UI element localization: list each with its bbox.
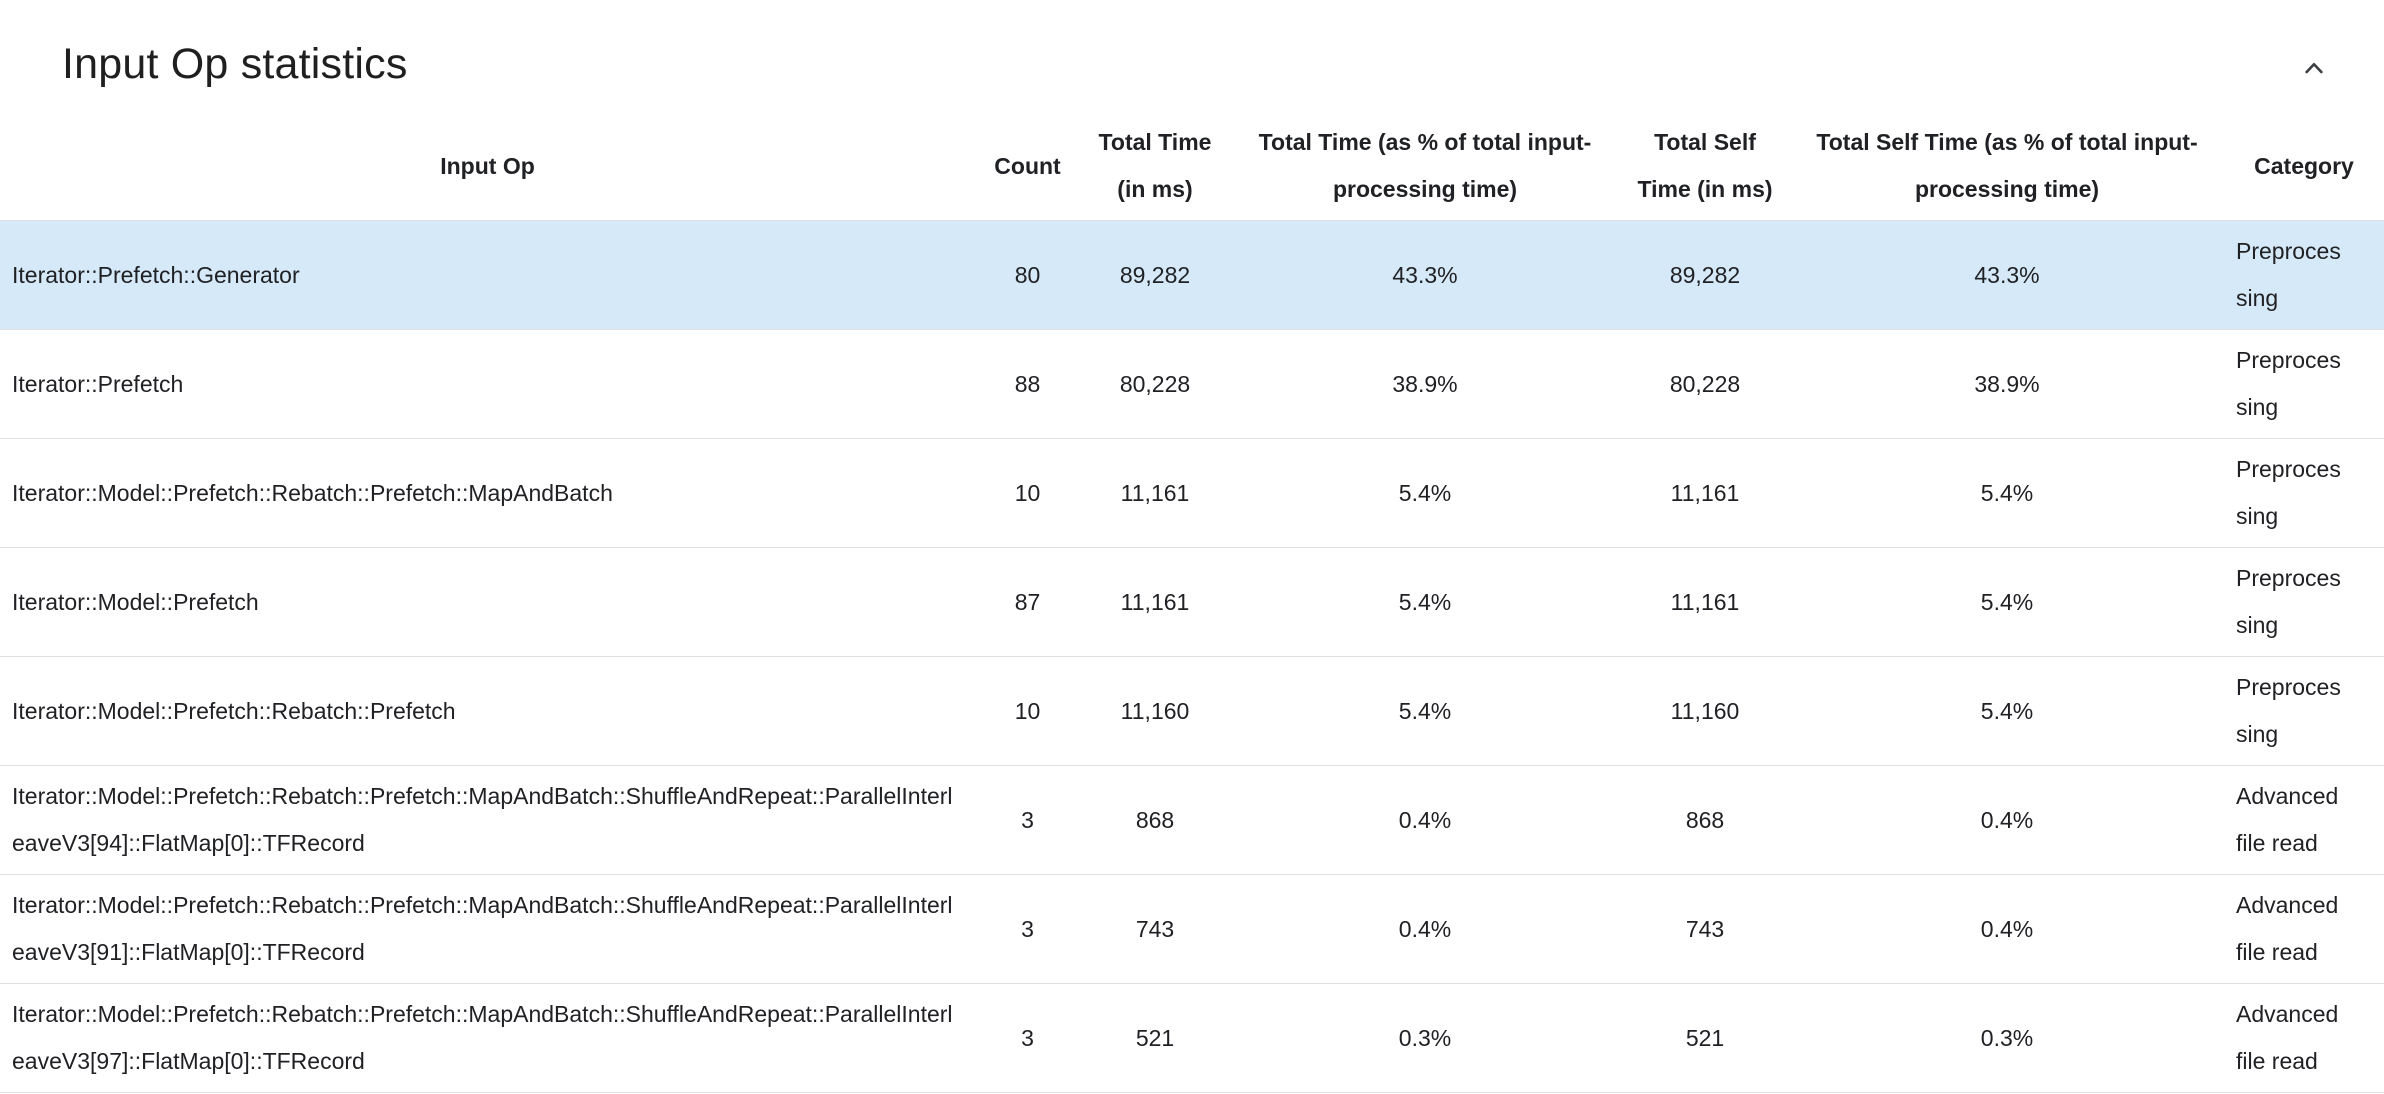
cell-count[interactable]: 10	[975, 656, 1080, 766]
table-row[interactable]: Iterator::Model::Prefetch::Rebatch::Pref…	[0, 983, 2384, 1093]
cell-total-time-pct[interactable]: 5.4%	[1230, 656, 1620, 766]
cell-input-op[interactable]: Iterator::Model::Prefetch::Rebatch::Pref…	[0, 438, 975, 548]
cell-count[interactable]: 3	[975, 983, 1080, 1093]
cell-total-time-pct[interactable]: 5.4%	[1230, 547, 1620, 657]
table-row[interactable]: Iterator::Model::Prefetch::Rebatch::Pref…	[0, 765, 2384, 875]
cell-input-op[interactable]: Iterator::Model::Prefetch::Rebatch::Pref…	[0, 656, 975, 766]
input-op-statistics-table: Input Op Count Total Time (in ms) Total …	[0, 112, 2384, 1093]
cell-total-time-pct[interactable]: 5.4%	[1230, 438, 1620, 548]
cell-total-self-time[interactable]: 80,228	[1620, 329, 1790, 439]
cell-total-time-pct[interactable]: 43.3%	[1230, 220, 1620, 330]
cell-input-op[interactable]: Iterator::Model::Prefetch	[0, 547, 975, 657]
cell-total-time[interactable]: 521	[1080, 983, 1230, 1093]
cell-count[interactable]: 10	[975, 438, 1080, 548]
col-header-total-self-time-pct[interactable]: Total Self Time (as % of total input-pro…	[1816, 129, 2198, 202]
cell-total-self-time-pct[interactable]: 0.3%	[1790, 983, 2224, 1093]
cell-total-time-pct[interactable]: 0.3%	[1230, 983, 1620, 1093]
cell-total-self-time-pct[interactable]: 5.4%	[1790, 656, 2224, 766]
cell-total-time[interactable]: 11,161	[1080, 547, 1230, 657]
cell-category[interactable]: Advanced file read	[2224, 874, 2384, 984]
cell-total-time[interactable]: 80,228	[1080, 329, 1230, 439]
cell-total-time[interactable]: 743	[1080, 874, 1230, 984]
cell-total-time[interactable]: 11,160	[1080, 656, 1230, 766]
cell-count[interactable]: 88	[975, 329, 1080, 439]
panel-header: Input Op statistics	[0, 0, 2384, 100]
cell-input-op[interactable]: Iterator::Prefetch::Generator	[0, 220, 975, 330]
cell-total-time-pct[interactable]: 38.9%	[1230, 329, 1620, 439]
cell-total-time-pct[interactable]: 0.4%	[1230, 765, 1620, 875]
chevron-up-icon	[2305, 62, 2323, 74]
col-header-count[interactable]: Count	[994, 152, 1061, 179]
cell-total-self-time-pct[interactable]: 0.4%	[1790, 765, 2224, 875]
cell-category[interactable]: Preprocessing	[2224, 547, 2384, 657]
col-header-total-time[interactable]: Total Time (in ms)	[1098, 129, 1212, 202]
table-row[interactable]: Iterator::Prefetch::Generator 80 89,282 …	[0, 220, 2384, 330]
cell-input-op[interactable]: Iterator::Prefetch	[0, 329, 975, 439]
cell-category[interactable]: Preprocessing	[2224, 220, 2384, 330]
col-header-total-time-pct[interactable]: Total Time (as % of total input-processi…	[1258, 129, 1592, 202]
cell-category[interactable]: Preprocessing	[2224, 656, 2384, 766]
cell-total-self-time[interactable]: 521	[1620, 983, 1790, 1093]
cell-total-time-pct[interactable]: 0.4%	[1230, 874, 1620, 984]
cell-total-time[interactable]: 868	[1080, 765, 1230, 875]
col-header-total-self-time[interactable]: Total Self Time (in ms)	[1637, 129, 1773, 202]
table-row[interactable]: Iterator::Model::Prefetch 87 11,161 5.4%…	[0, 547, 2384, 657]
table-row[interactable]: Iterator::Model::Prefetch::Rebatch::Pref…	[0, 874, 2384, 984]
page-title: Input Op statistics	[62, 40, 408, 88]
col-header-input-op[interactable]: Input Op	[440, 152, 535, 179]
cell-total-self-time[interactable]: 11,161	[1620, 547, 1790, 657]
cell-total-self-time[interactable]: 89,282	[1620, 220, 1790, 330]
cell-input-op[interactable]: Iterator::Model::Prefetch::Rebatch::Pref…	[0, 874, 975, 984]
cell-total-self-time-pct[interactable]: 43.3%	[1790, 220, 2224, 330]
cell-total-self-time[interactable]: 743	[1620, 874, 1790, 984]
col-header-category[interactable]: Category	[2254, 152, 2354, 179]
table-row[interactable]: Iterator::Model::Prefetch::Rebatch::Pref…	[0, 656, 2384, 766]
cell-total-time[interactable]: 89,282	[1080, 220, 1230, 330]
cell-total-self-time[interactable]: 11,160	[1620, 656, 1790, 766]
table-row[interactable]: Iterator::Model::Prefetch::Rebatch::Pref…	[0, 438, 2384, 548]
cell-total-self-time[interactable]: 868	[1620, 765, 1790, 875]
cell-total-self-time[interactable]: 11,161	[1620, 438, 1790, 548]
cell-total-self-time-pct[interactable]: 0.4%	[1790, 874, 2224, 984]
cell-category[interactable]: Preprocessing	[2224, 438, 2384, 548]
cell-total-time[interactable]: 11,161	[1080, 438, 1230, 548]
cell-input-op[interactable]: Iterator::Model::Prefetch::Rebatch::Pref…	[0, 765, 975, 875]
cell-category[interactable]: Advanced file read	[2224, 765, 2384, 875]
cell-category[interactable]: Advanced file read	[2224, 983, 2384, 1093]
cell-count[interactable]: 87	[975, 547, 1080, 657]
cell-count[interactable]: 80	[975, 220, 1080, 330]
cell-input-op[interactable]: Iterator::Model::Prefetch::Rebatch::Pref…	[0, 983, 975, 1093]
collapse-panel-button[interactable]	[2294, 48, 2334, 88]
table-header-row: Input Op Count Total Time (in ms) Total …	[0, 112, 2384, 221]
cell-count[interactable]: 3	[975, 765, 1080, 875]
cell-total-self-time-pct[interactable]: 5.4%	[1790, 547, 2224, 657]
cell-total-self-time-pct[interactable]: 38.9%	[1790, 329, 2224, 439]
table-row[interactable]: Iterator::Prefetch 88 80,228 38.9% 80,22…	[0, 329, 2384, 439]
cell-category[interactable]: Preprocessing	[2224, 329, 2384, 439]
cell-total-self-time-pct[interactable]: 5.4%	[1790, 438, 2224, 548]
cell-count[interactable]: 3	[975, 874, 1080, 984]
